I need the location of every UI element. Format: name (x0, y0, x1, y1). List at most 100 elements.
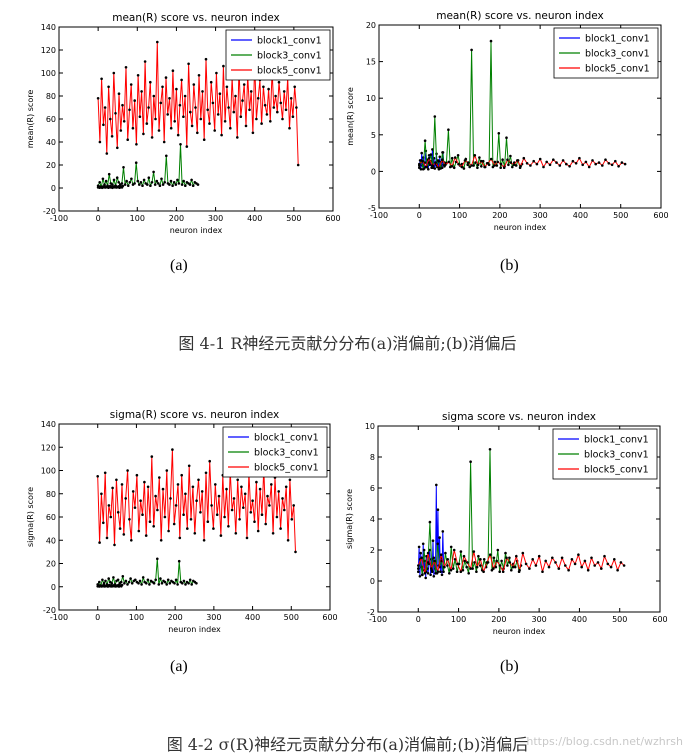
data-point-block5_conv1 (537, 554, 541, 558)
data-point-block5_conv1 (156, 40, 159, 44)
data-point-block5_conv1 (249, 90, 253, 93)
data-point-block5_conv1 (141, 513, 144, 516)
data-point-block5_conv1 (150, 136, 154, 139)
x-axis-label: neuron index (493, 627, 546, 636)
data-point-block5_conv1 (115, 478, 118, 482)
data-point-block1_conv1 (429, 573, 432, 577)
data-point-block5_conv1 (528, 567, 531, 570)
data-point-block1_conv1 (419, 551, 422, 555)
y-tick-label: 100 (41, 467, 56, 476)
data-point-block5_conv1 (493, 164, 496, 167)
data-point-block3_conv1 (463, 559, 467, 563)
data-point-block5_conv1 (110, 135, 114, 138)
data-point-block3_conv1 (455, 570, 459, 573)
data-point-block5_conv1 (183, 94, 187, 98)
data-point-block5_conv1 (225, 85, 229, 89)
data-point-block3_conv1 (447, 128, 450, 131)
data-point-block5_conv1 (241, 99, 244, 102)
data-point-block3_conv1 (182, 579, 186, 583)
data-point-block5_conv1 (270, 483, 273, 486)
data-point-block5_conv1 (260, 513, 264, 516)
data-point-block5_conv1 (616, 568, 619, 572)
data-point-block3_conv1 (489, 39, 493, 43)
data-point-block5_conv1 (295, 106, 298, 109)
data-point-block3_conv1 (99, 584, 103, 587)
data-point-block5_conv1 (460, 165, 464, 169)
data-point-block3_conv1 (107, 172, 111, 176)
data-point-block3_conv1 (146, 578, 150, 582)
data-point-block5_conv1 (512, 163, 516, 167)
data-point-block5_conv1 (545, 160, 548, 164)
data-point-block3_conv1 (165, 583, 168, 586)
data-point-block3_conv1 (174, 578, 178, 582)
data-point-block5_conv1 (166, 113, 169, 116)
data-point-block5_conv1 (208, 459, 211, 463)
data-point-block3_conv1 (421, 167, 425, 171)
data-point-block3_conv1 (479, 564, 482, 567)
data-point-block5_conv1 (173, 120, 176, 123)
chart-title: mean(R) score vs. neuron index (112, 12, 280, 24)
data-point-block5_conv1 (286, 539, 290, 542)
data-point-block5_conv1 (202, 539, 206, 542)
x-tick-label: 400 (572, 615, 587, 624)
data-point-block5_conv1 (284, 485, 288, 489)
y-tick-label: 2 (370, 546, 375, 555)
data-point-block5_conv1 (193, 532, 197, 535)
data-point-block5_conv1 (508, 561, 512, 564)
data-point-block5_conv1 (137, 529, 141, 533)
data-point-block5_conv1 (516, 159, 519, 162)
data-point-block5_conv1 (116, 511, 120, 514)
data-point-block3_conv1 (160, 582, 164, 585)
data-point-block3_conv1 (106, 184, 109, 187)
y-tick-label: 140 (41, 420, 56, 429)
data-point-block3_conv1 (147, 176, 151, 179)
data-point-block5_conv1 (431, 164, 434, 167)
data-point-block5_conv1 (288, 478, 292, 482)
data-point-block5_conv1 (260, 122, 263, 125)
data-point-block5_conv1 (279, 527, 282, 530)
data-point-block5_conv1 (98, 541, 101, 544)
data-point-block5_conv1 (191, 485, 195, 489)
data-point-block5_conv1 (145, 122, 149, 125)
data-point-block5_conv1 (437, 166, 441, 169)
data-point-block5_conv1 (219, 534, 223, 537)
series-line-block5_conv1 (97, 41, 299, 166)
data-point-block3_conv1 (104, 179, 108, 183)
data-point-block3_conv1 (179, 143, 182, 146)
data-point-block5_conv1 (240, 485, 243, 489)
data-point-block3_conv1 (158, 184, 162, 187)
data-point-block5_conv1 (609, 565, 613, 569)
data-point-block5_conv1 (161, 487, 165, 491)
data-point-block5_conv1 (103, 106, 107, 109)
data-point-block3_conv1 (507, 163, 510, 167)
data-point-block3_conv1 (476, 166, 479, 169)
x-tick-label: 600 (325, 214, 340, 223)
x-tick-label: 500 (612, 615, 627, 624)
data-point-block3_conv1 (504, 551, 507, 555)
data-point-block5_conv1 (194, 106, 197, 109)
data-point-block5_conv1 (593, 564, 596, 567)
data-point-block5_conv1 (492, 567, 495, 570)
data-point-block5_conv1 (102, 123, 105, 127)
watermark: https://blog.csdn.net/wzhrsh (526, 735, 683, 748)
data-point-block5_conv1 (147, 106, 150, 109)
data-point-block5_conv1 (469, 567, 472, 570)
data-point-block5_conv1 (264, 522, 268, 526)
data-point-block3_conv1 (105, 583, 109, 586)
data-point-block1_conv1 (423, 161, 427, 164)
legend: block1_conv1 block3_conv1 block5_conv1 (225, 29, 331, 81)
data-point-block5_conv1 (476, 163, 480, 167)
series-line-block5_conv1 (417, 549, 625, 574)
y-tick-label: 10 (366, 94, 376, 103)
legend-label: block1_conv1 (254, 433, 319, 444)
data-point-block5_conv1 (457, 162, 460, 166)
data-point-block5_conv1 (178, 103, 182, 107)
data-point-block5_conv1 (159, 539, 163, 542)
data-point-block5_conv1 (573, 562, 577, 566)
data-point-block5_conv1 (119, 129, 123, 132)
data-point-block5_conv1 (525, 162, 529, 165)
data-point-block5_conv1 (216, 113, 220, 116)
data-point-block5_conv1 (548, 163, 552, 167)
data-point-block5_conv1 (266, 494, 269, 498)
data-point-block5_conv1 (423, 572, 427, 575)
